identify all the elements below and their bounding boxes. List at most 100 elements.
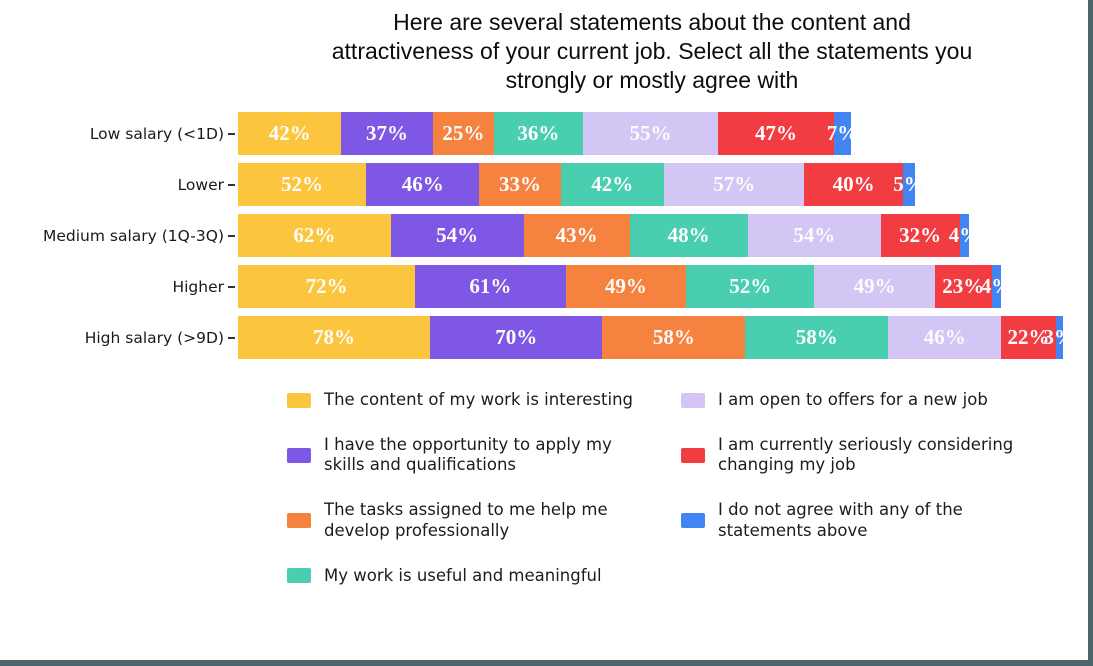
bar-segment: 47% xyxy=(718,112,834,155)
legend-swatch xyxy=(287,513,311,528)
bar-segment: 43% xyxy=(523,214,630,257)
stacked-bar: 62% 54% 43% 48% 54% 32% 4% xyxy=(238,214,980,257)
bar-segment: 48% xyxy=(629,214,748,257)
segment-value-label: 4% xyxy=(948,223,981,247)
segment-value-label: 55% xyxy=(629,121,672,145)
legend-swatch xyxy=(681,513,705,528)
legend-swatch xyxy=(287,568,311,584)
legend-column-left: The content of my work is interesting I h… xyxy=(287,390,634,586)
segment-value-label: 70% xyxy=(495,325,538,349)
y-axis-label-cell: Lower xyxy=(0,176,238,194)
bar-segment: 33% xyxy=(479,163,561,206)
stacked-bar: 52% 46% 33% 42% 57% 40% 5% xyxy=(238,163,925,206)
segment-value-label: 46% xyxy=(923,325,966,349)
segment-value-label: 40% xyxy=(832,172,875,196)
y-axis-label: Higher xyxy=(172,277,224,296)
segment-value-label: 78% xyxy=(313,325,356,349)
bar-segment: 42% xyxy=(560,163,665,206)
bar-segment: 55% xyxy=(582,112,719,155)
bar-segment: 52% xyxy=(686,265,815,308)
stacked-bar: 72% 61% 49% 52% 49% 23% 4% xyxy=(238,265,1012,308)
y-axis-label-cell: Higher xyxy=(0,278,238,296)
bar-segment: 54% xyxy=(390,214,524,257)
segment-value-label: 54% xyxy=(436,223,479,247)
segment-value-label: 22% xyxy=(1007,325,1050,349)
stacked-bar: 78% 70% 58% 58% 46% 22% 3% xyxy=(238,316,1075,359)
segment-value-label: 7% xyxy=(826,121,859,145)
stacked-bar: 42% 37% 25% 36% 55% 47% 7% xyxy=(238,112,858,155)
bar-segment: 40% xyxy=(804,163,903,206)
bar-segment: 62% xyxy=(238,214,391,257)
legend-column-right: I am open to offers for a new job I am cu… xyxy=(681,390,1028,541)
bar-segment: 4% xyxy=(981,265,1012,308)
segment-value-label: 5% xyxy=(893,172,925,196)
segment-value-label: 62% xyxy=(293,223,336,247)
segment-value-label: 58% xyxy=(652,325,695,349)
y-axis-label: High salary (>9D) xyxy=(84,328,224,347)
segment-value-label: 33% xyxy=(498,172,541,196)
segment-value-label: 48% xyxy=(667,223,710,247)
bar-row: Higher 72% 61% 49% 52% 49% 23% 4% xyxy=(0,265,1088,308)
segment-value-label: 58% xyxy=(795,325,838,349)
segment-value-label: 46% xyxy=(401,172,444,196)
legend-item: I am currently seriously considering cha… xyxy=(681,435,1028,475)
bar-segment: 36% xyxy=(494,112,583,155)
bar-segment: 4% xyxy=(949,214,980,257)
y-axis-tick xyxy=(228,183,235,186)
bar-segment: 3% xyxy=(1044,316,1075,359)
segment-value-label: 37% xyxy=(365,121,408,145)
bar-segment: 46% xyxy=(366,163,480,206)
legend-item: I have the opportunity to apply my skill… xyxy=(287,435,634,475)
segment-value-label: 25% xyxy=(442,121,485,145)
legend-label: My work is useful and meaningful xyxy=(324,565,602,585)
bar-segment: 58% xyxy=(745,316,889,359)
legend-item: The tasks assigned to me help me develop… xyxy=(287,500,634,540)
bar-segment: 72% xyxy=(238,265,416,308)
bar-segment: 7% xyxy=(827,112,858,155)
bar-segment: 46% xyxy=(888,316,1002,359)
bar-row: Lower 52% 46% 33% 42% 57% 40% 5% xyxy=(0,163,1088,206)
legend-label: I am open to offers for a new job xyxy=(718,390,988,409)
segment-value-label: 49% xyxy=(604,274,647,298)
segment-value-label: 49% xyxy=(853,274,896,298)
y-axis-label-cell: Low salary (<1D) xyxy=(0,125,238,143)
segment-value-label: 4% xyxy=(980,274,1013,298)
bar-segment: 5% xyxy=(893,163,925,206)
segment-value-label: 52% xyxy=(281,172,324,196)
legend-label: I do not agree with any of the statement… xyxy=(718,500,963,540)
bar-segment: 23% xyxy=(934,265,992,308)
y-axis-tick xyxy=(228,132,235,135)
bar-segment: 57% xyxy=(664,163,805,206)
legend-label: I have the opportunity to apply my skill… xyxy=(324,435,612,475)
segment-value-label: 43% xyxy=(555,223,598,247)
legend-item: The content of my work is interesting xyxy=(287,390,634,410)
bar-segment: 42% xyxy=(238,112,342,155)
bar-segment: 49% xyxy=(565,265,687,308)
legend-label: The content of my work is interesting xyxy=(324,390,633,409)
legend-swatch xyxy=(681,392,705,408)
legend-label: The tasks assigned to me help me develop… xyxy=(324,500,608,540)
y-axis-label: Low salary (<1D) xyxy=(89,124,224,143)
legend-swatch xyxy=(287,447,311,463)
legend-swatch xyxy=(287,392,311,408)
bar-row: Medium salary (1Q-3Q) 62% 54% 43% 48% 54% 32% 4… xyxy=(0,214,1088,257)
segment-value-label: 54% xyxy=(793,223,836,247)
segment-value-label: 72% xyxy=(305,274,348,298)
segment-value-label: 47% xyxy=(755,121,798,145)
segment-value-label: 23% xyxy=(942,274,985,298)
bar-segment: 25% xyxy=(432,112,495,155)
bar-segment: 78% xyxy=(238,316,431,359)
legend-label: I am currently seriously considering cha… xyxy=(718,435,1014,475)
chart-title: Here are several statements about the co… xyxy=(331,9,973,94)
y-axis-label: Medium salary (1Q-3Q) xyxy=(43,226,224,245)
bar-row: Low salary (<1D) 42% 37% 25% 36% 55% 47% 7% xyxy=(0,112,1088,155)
y-axis-label: Lower xyxy=(177,175,224,194)
bar-segment: 61% xyxy=(415,265,566,308)
y-axis-label-cell: Medium salary (1Q-3Q) xyxy=(0,227,238,245)
y-axis-tick xyxy=(228,336,235,339)
y-axis-label-cell: High salary (>9D) xyxy=(0,329,238,347)
bar-segment: 37% xyxy=(341,112,433,155)
bar-segment: 58% xyxy=(602,316,746,359)
legend-swatch xyxy=(681,447,705,463)
